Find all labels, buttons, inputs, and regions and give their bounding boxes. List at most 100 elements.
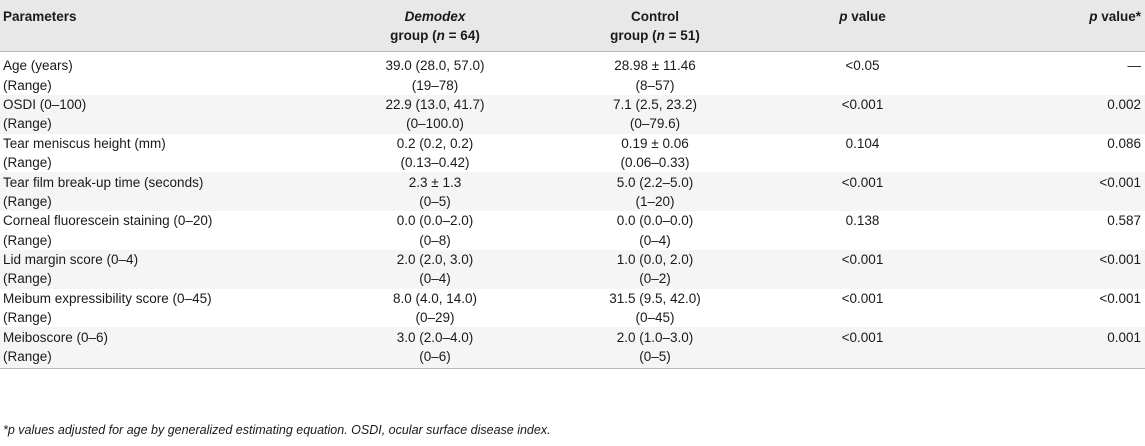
cell-adjusted-p-value: <0.001 <box>1099 252 1141 268</box>
cell-parameter: (Range) <box>3 232 52 248</box>
cell-p-value: <0.001 <box>841 252 884 268</box>
cell-adjusted-p-value: 0.002 <box>1107 96 1141 112</box>
cell-demodex: (0–8) <box>419 232 451 248</box>
cell-demodex: (0–29) <box>415 310 455 326</box>
cell-p-value: 0.138 <box>845 213 880 229</box>
cell-control: 31.5 (9.5, 42.0) <box>609 290 701 306</box>
cell-control: 2.0 (1.0–3.0) <box>616 329 694 345</box>
cell-demodex: 8.0 (4.0, 14.0) <box>392 290 478 306</box>
cell-adjusted-p-value: <0.001 <box>1099 174 1141 190</box>
table-row: Tear film break-up time (seconds) 2.3 ± … <box>0 172 1145 192</box>
cell-p-value <box>770 75 955 94</box>
cell-parameter: (Range) <box>3 271 52 287</box>
cell-demodex: 2.3 ± 1.3 <box>408 174 462 190</box>
table-row: Tear meniscus height (mm) 0.2 (0.2, 0.2)… <box>0 133 1145 153</box>
table-footnote: *p values adjusted for age by generalize… <box>3 423 551 437</box>
table-row: OSDI (0–100) 22.9 (13.0, 41.7) 7.1 (2.5,… <box>0 94 1145 115</box>
header-control-group: Control group (n = 51) <box>540 0 770 52</box>
cell-adjusted-p-value: 0.086 <box>1107 135 1141 151</box>
table-row: (Range) (0–8) (0–4) <box>0 230 1145 250</box>
cell-control: 5.0 (2.2–5.0) <box>616 174 694 190</box>
results-table: Parameters Demodex group (n = 64) Contro… <box>0 0 1145 370</box>
table-row: (Range) (0–4) (0–2) <box>0 269 1145 289</box>
cell-adjusted-p-value <box>955 346 1145 370</box>
cell-control: (0–2) <box>639 271 671 287</box>
table-row: Corneal fluorescein staining (0–20) 0.0 … <box>0 211 1145 231</box>
cell-parameter: Corneal fluorescein staining (0–20) <box>3 213 213 229</box>
cell-control: (0.06–0.33) <box>620 155 690 171</box>
cell-demodex: 2.0 (2.0, 3.0) <box>396 252 474 268</box>
cell-p-value: <0.001 <box>841 96 884 112</box>
table-header: Parameters Demodex group (n = 64) Contro… <box>0 0 1145 52</box>
cell-p-value: <0.001 <box>841 174 884 190</box>
cell-adjusted-p-value <box>955 114 1145 133</box>
cell-parameter: (Range) <box>3 310 52 326</box>
table-row: Meiboscore (0–6) 3.0 (2.0–4.0) 2.0 (1.0–… <box>0 327 1145 347</box>
table-row: Age (years) 39.0 (28.0, 57.0) 28.98 ± 11… <box>0 51 1145 76</box>
cell-demodex: (0–100.0) <box>406 116 464 132</box>
cell-demodex: 39.0 (28.0, 57.0) <box>385 58 485 74</box>
cell-parameter: OSDI (0–100) <box>3 96 87 112</box>
cell-demodex: (0–4) <box>419 271 451 287</box>
table-row: (Range) (0–5) (1–20) <box>0 191 1145 212</box>
cell-demodex: 22.9 (13.0, 41.7) <box>385 96 485 112</box>
table-row: Lid margin score (0–4) 2.0 (2.0, 3.0) 1.… <box>0 249 1145 270</box>
table-row: Meibum expressibility score (0–45) 8.0 (… <box>0 288 1145 309</box>
header-row: Parameters Demodex group (n = 64) Contro… <box>0 0 1145 52</box>
cell-adjusted-p-value: <0.001 <box>1099 290 1141 306</box>
cell-demodex: 3.0 (2.0–4.0) <box>396 329 474 345</box>
table-row: (Range) (0–29) (0–45) <box>0 308 1145 328</box>
cell-demodex: (0.13–0.42) <box>400 155 470 171</box>
cell-demodex: (0–5) <box>419 193 451 209</box>
cell-control: 0.19 ± 0.06 <box>621 135 689 151</box>
cell-control: 7.1 (2.5, 23.2) <box>612 96 698 112</box>
cell-adjusted-p-value <box>955 192 1145 211</box>
cell-adjusted-p-value <box>955 75 1145 94</box>
cell-parameter: (Range) <box>3 77 52 93</box>
cell-control: (0–79.6) <box>629 116 681 132</box>
cell-parameter: Tear film break-up time (seconds) <box>3 174 204 190</box>
cell-parameter: Age (years) <box>3 58 73 74</box>
cell-p-value: <0.001 <box>841 290 884 306</box>
cell-control: (0–45) <box>635 310 675 326</box>
header-demodex-group: Demodex group (n = 64) <box>330 0 540 52</box>
cell-control: 1.0 (0.0, 2.0) <box>616 252 694 268</box>
cell-control: 0.0 (0.0–0.0) <box>616 213 694 229</box>
table-row: (Range) (0–6) (0–5) <box>0 346 1145 370</box>
cell-adjusted-p-value <box>955 269 1145 288</box>
cell-p-value <box>770 153 955 172</box>
table-row: (Range) (0.13–0.42) (0.06–0.33) <box>0 152 1145 173</box>
cell-p-value <box>770 346 955 370</box>
cell-adjusted-p-value: — <box>1127 58 1142 74</box>
cell-adjusted-p-value <box>955 231 1145 250</box>
cell-adjusted-p-value <box>955 308 1145 327</box>
cell-parameter: Tear meniscus height (mm) <box>3 135 166 151</box>
cell-p-value <box>770 269 955 288</box>
table-row: (Range) (19–78) (8–57) <box>0 75 1145 95</box>
cell-adjusted-p-value: 0.001 <box>1107 329 1141 345</box>
cell-control: (8–57) <box>635 77 675 93</box>
cell-demodex: 0.0 (0.0–2.0) <box>396 213 474 229</box>
cell-p-value: <0.05 <box>845 58 880 74</box>
cell-adjusted-p-value <box>955 153 1145 172</box>
cell-demodex: (19–78) <box>411 77 459 93</box>
cell-parameter: Meiboscore (0–6) <box>3 329 109 345</box>
header-p-value: p value <box>770 0 955 52</box>
cell-p-value: <0.001 <box>841 329 884 345</box>
header-adjusted-p-value: p value* <box>955 0 1145 52</box>
cell-p-value <box>770 114 955 133</box>
table-body: Age (years) 39.0 (28.0, 57.0) 28.98 ± 11… <box>0 51 1145 370</box>
cell-p-value <box>770 308 955 327</box>
cell-parameter: Lid margin score (0–4) <box>3 252 139 268</box>
header-demodex-word: Demodex <box>404 9 466 24</box>
cell-control: (0–4) <box>639 232 671 248</box>
header-parameters: Parameters <box>0 0 330 52</box>
cell-p-value <box>770 192 955 211</box>
cell-p-value <box>770 231 955 250</box>
cell-parameter: (Range) <box>0 346 330 370</box>
cell-control: (1–20) <box>635 193 675 209</box>
cell-demodex: (0–6) <box>330 346 540 370</box>
cell-adjusted-p-value: 0.587 <box>1107 213 1141 229</box>
cell-parameter: (Range) <box>3 155 52 171</box>
cell-parameter: Meibum expressibility score (0–45) <box>3 290 212 306</box>
